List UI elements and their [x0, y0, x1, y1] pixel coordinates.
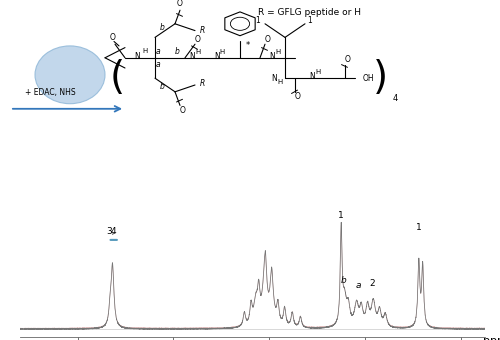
Text: a: a	[355, 281, 360, 290]
Text: R: R	[200, 79, 205, 88]
Text: b: b	[160, 23, 165, 32]
Text: R: R	[200, 26, 205, 35]
Text: 2: 2	[370, 278, 375, 288]
Text: 4: 4	[110, 227, 116, 236]
Text: O: O	[264, 35, 270, 44]
Text: a: a	[155, 47, 160, 55]
Text: *: *	[246, 41, 250, 50]
Text: 1: 1	[255, 16, 260, 25]
Text: N: N	[310, 72, 316, 81]
Text: N: N	[271, 74, 277, 83]
Text: H: H	[275, 49, 280, 55]
Text: 1: 1	[338, 211, 344, 220]
Text: O: O	[110, 33, 116, 42]
Ellipse shape	[35, 46, 105, 104]
Text: H: H	[278, 79, 282, 85]
Text: 3,: 3,	[106, 227, 115, 236]
Text: b: b	[175, 47, 180, 55]
Text: R = GFLG peptide or H: R = GFLG peptide or H	[258, 8, 362, 17]
Text: b: b	[340, 276, 346, 285]
Text: b: b	[160, 82, 165, 91]
Text: N: N	[270, 52, 276, 61]
Text: N: N	[134, 52, 140, 61]
Text: a: a	[155, 60, 160, 69]
Text: OH: OH	[362, 74, 374, 83]
Text: 4: 4	[392, 94, 398, 103]
Text: ppm: ppm	[482, 336, 500, 340]
Text: H: H	[315, 69, 320, 75]
Text: O: O	[180, 106, 186, 115]
Text: H: H	[220, 49, 225, 55]
Text: 1: 1	[416, 223, 422, 232]
Text: H: H	[142, 48, 148, 54]
Text: H: H	[195, 49, 200, 55]
Text: N: N	[214, 52, 220, 61]
Text: N: N	[190, 52, 196, 61]
Text: + EDAC, NHS: + EDAC, NHS	[25, 88, 76, 97]
Text: ): )	[372, 59, 388, 97]
Text: O: O	[344, 55, 350, 64]
Text: 1: 1	[308, 16, 312, 25]
Text: O: O	[194, 35, 200, 44]
Text: O: O	[294, 92, 300, 101]
Text: (: (	[110, 59, 125, 97]
Text: O: O	[177, 0, 183, 8]
